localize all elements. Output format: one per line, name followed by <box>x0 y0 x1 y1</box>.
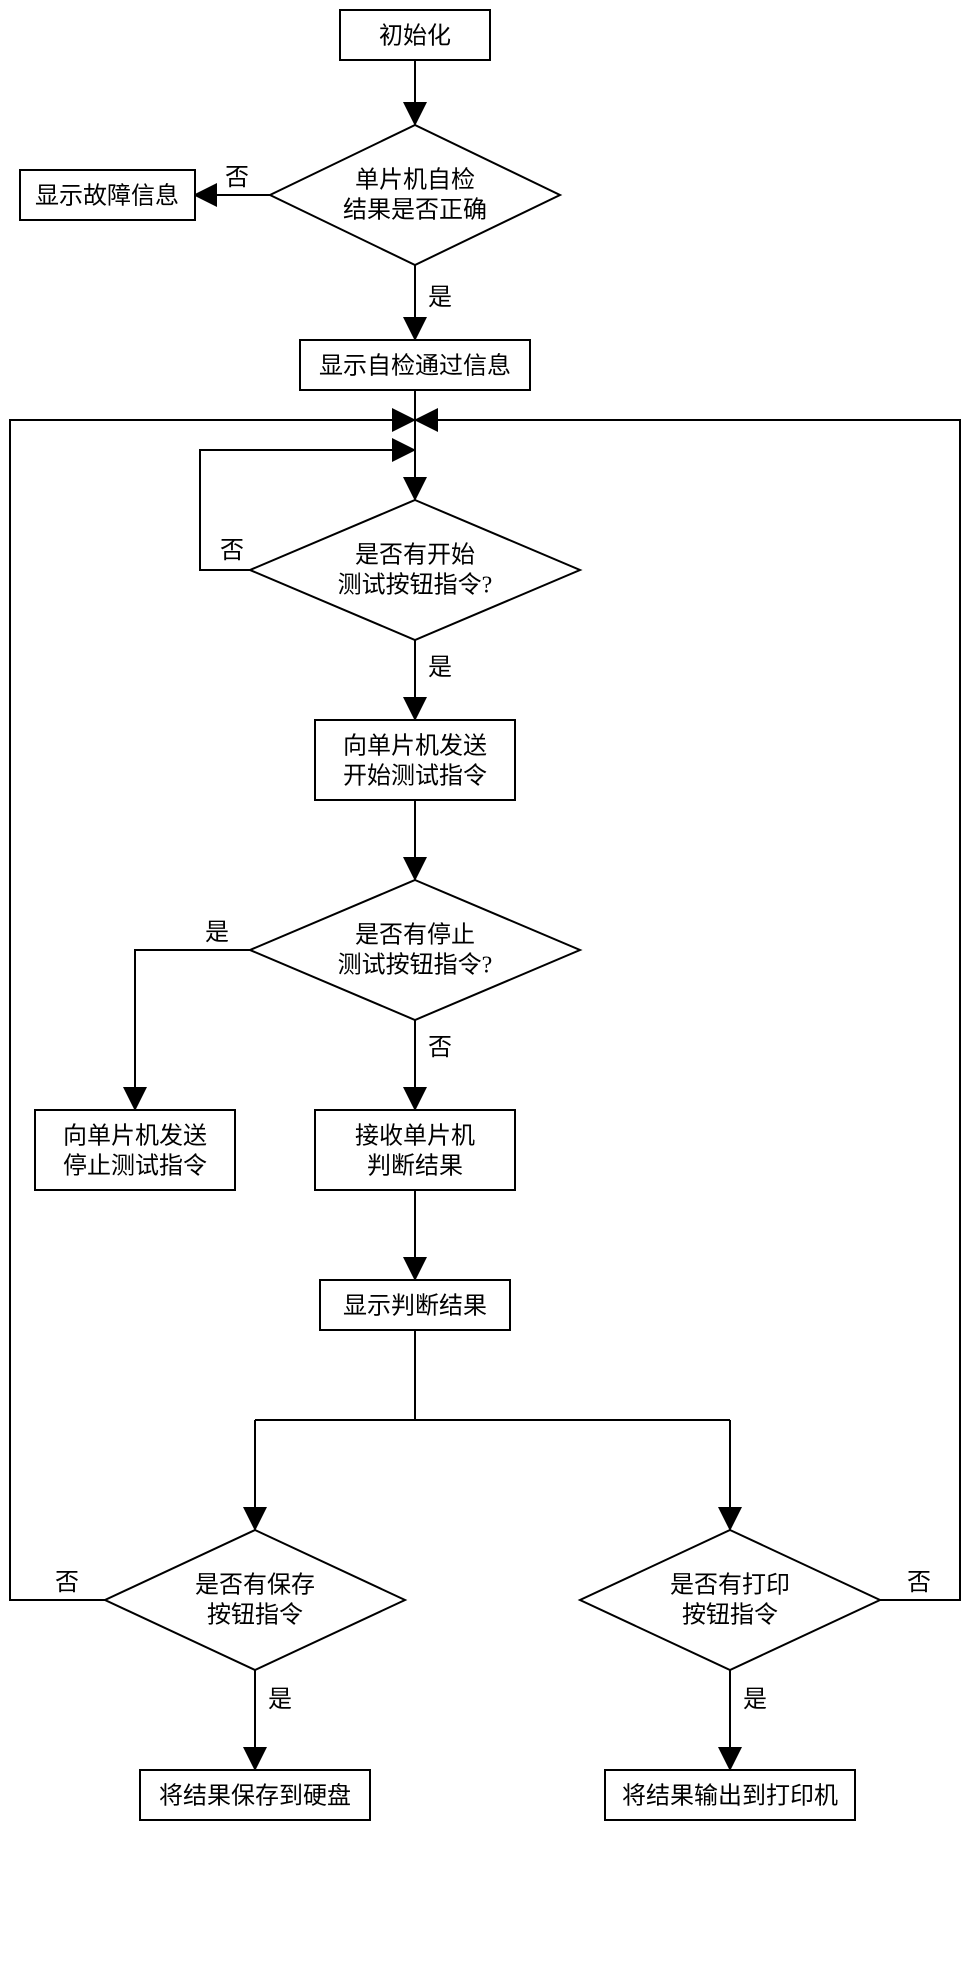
node-sendstop-label1: 向单片机发送 <box>63 1123 207 1150</box>
node-savecheck-label1: 是否有保存 <box>195 1572 315 1599</box>
node-display-label: 显示判断结果 <box>343 1293 487 1320</box>
node-printcheck-label1: 是否有打印 <box>670 1572 790 1599</box>
node-stopcheck-label1: 是否有停止 <box>355 922 475 949</box>
node-startcheck <box>250 500 580 640</box>
node-savecheck <box>105 1530 405 1670</box>
node-startcheck-label1: 是否有开始 <box>355 542 475 569</box>
node-init-label: 初始化 <box>379 23 451 50</box>
node-printresult-label: 将结果输出到打印机 <box>622 1783 838 1810</box>
node-selfcheck-label1: 单片机自检 <box>355 167 475 194</box>
node-receive-label2: 判断结果 <box>367 1153 463 1180</box>
label-startcheck-no: 否 <box>220 538 244 564</box>
node-selfcheck-label2: 结果是否正确 <box>343 197 487 224</box>
node-savecheck-label2: 按钮指令 <box>207 1602 303 1629</box>
label-startcheck-yes: 是 <box>428 655 452 681</box>
label-selfcheck-yes: 是 <box>428 285 452 311</box>
node-fault-label: 显示故障信息 <box>35 183 179 210</box>
label-stopcheck-yes: 是 <box>205 920 229 946</box>
label-printcheck-yes: 是 <box>743 1687 767 1713</box>
node-selfcheck <box>270 125 560 265</box>
node-stopcheck-label2: 测试按钮指令? <box>338 952 493 979</box>
label-selfcheck-no: 否 <box>225 165 249 191</box>
node-saveresult-label: 将结果保存到硬盘 <box>159 1783 351 1810</box>
node-sendstop-label2: 停止测试指令 <box>63 1153 207 1180</box>
node-printcheck-label2: 按钮指令 <box>682 1602 778 1629</box>
label-stopcheck-no: 否 <box>428 1035 452 1061</box>
node-printcheck <box>580 1530 880 1670</box>
arrow-stopcheck-sendstop <box>135 950 250 1107</box>
label-printcheck-no: 否 <box>907 1570 931 1596</box>
node-receive-label1: 接收单片机 <box>355 1123 475 1150</box>
node-sendstart-label1: 向单片机发送 <box>343 733 487 760</box>
node-pass-label: 显示自检通过信息 <box>319 353 511 380</box>
node-stopcheck <box>250 880 580 1020</box>
label-savecheck-yes: 是 <box>268 1687 292 1713</box>
label-savecheck-no: 否 <box>55 1570 79 1596</box>
node-startcheck-label2: 测试按钮指令? <box>338 572 493 599</box>
node-sendstart-label2: 开始测试指令 <box>343 763 487 790</box>
